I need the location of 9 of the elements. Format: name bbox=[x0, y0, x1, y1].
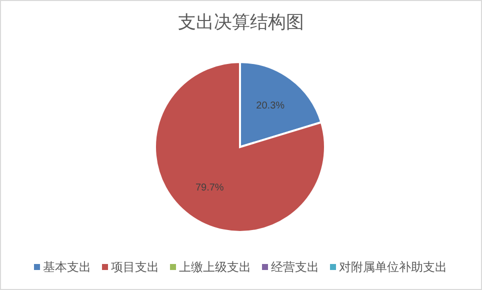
legend-label: 对附属单位补助支出 bbox=[339, 260, 447, 274]
legend-label: 基本支出 bbox=[43, 260, 91, 274]
chart-title: 支出决算结构图 bbox=[178, 12, 304, 32]
legend-label: 上缴上级支出 bbox=[179, 260, 251, 274]
legend-label: 经营支出 bbox=[271, 260, 319, 274]
legend-label: 项目支出 bbox=[111, 260, 159, 274]
data-label: 20.3% bbox=[256, 100, 285, 112]
data-label: 79.7% bbox=[195, 182, 224, 194]
pie-slice bbox=[154, 61, 326, 233]
